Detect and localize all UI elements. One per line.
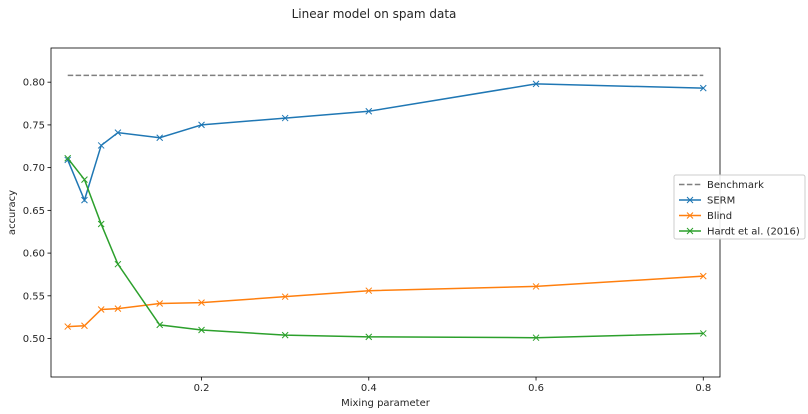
data-point-blind [156,300,164,307]
data-point-blind [81,322,88,330]
y-tick-label: 0.70 [23,163,45,174]
data-point-blind [198,299,205,307]
x-axis-label: Mixing parameter [341,398,431,409]
legend-label-benchmark: Benchmark [707,180,764,191]
legend-marker-hardt-et-al-2016 [686,227,694,235]
legend-marker-serm [686,196,694,204]
x-tick-label: 0.4 [361,383,377,394]
y-tick-label: 0.55 [23,291,45,302]
data-point-blind [699,272,707,280]
data-point-hardt-et-al-2016 [699,330,707,337]
series-line-hardt-et-al-2016 [67,157,704,339]
y-tick-label: 0.50 [23,334,45,345]
data-point-hardt-et-al-2016 [81,176,88,183]
y-tick-label: 0.80 [23,78,45,89]
data-point-hardt-et-al-2016 [365,333,373,341]
data-point-blind [97,306,105,313]
data-point-serm [281,114,289,122]
data-point-hardt-et-al-2016 [64,154,72,162]
series-layer [64,74,707,342]
data-point-serm [532,80,540,88]
data-point-blind [114,305,122,312]
data-point-blind [64,323,72,330]
legend-label-blind: Blind [707,211,732,222]
data-point-serm [198,121,205,129]
data-point-hardt-et-al-2016 [114,260,122,268]
x-tick-label: 0.8 [695,383,711,394]
data-point-serm [156,134,164,142]
y-tick-label: 0.75 [23,120,45,131]
x-tick-label: 0.6 [528,383,544,394]
legend: Benchmark SERM Blind Hardt et al. (2016) [673,174,806,240]
y-axis-label: accuracy [7,190,18,235]
data-point-hardt-et-al-2016 [532,334,540,342]
data-point-hardt-et-al-2016 [281,331,289,339]
y-tick-label: 0.65 [23,206,45,217]
data-point-hardt-et-al-2016 [97,220,105,228]
data-point-hardt-et-al-2016 [198,326,205,334]
ticks-layer: 0.2 0.4 0.6 0.8 0.50 0.55 0.60 0.65 0.70 0.75 0.80 [23,78,711,394]
data-point-hardt-et-al-2016 [156,321,164,329]
data-point-serm [114,129,122,136]
x-tick-label: 0.2 [194,383,210,394]
data-point-serm [81,196,88,204]
data-point-serm [365,107,373,115]
legend-marker-blind [686,212,694,219]
chart-title: Linear model on spam data [292,7,457,21]
y-tick-label: 0.60 [23,249,45,260]
data-point-blind [365,287,373,295]
data-point-blind [281,293,289,301]
plot-area-frame [50,47,721,378]
data-point-serm [97,142,105,149]
legend-frame [673,174,806,240]
series-line-blind [67,275,704,328]
legend-label-hardt-et-al-2016: Hardt et al. (2016) [707,227,800,238]
series-line-serm [67,83,704,203]
data-point-serm [699,84,707,92]
data-point-blind [532,283,540,290]
legend-label-serm: SERM [707,196,735,207]
